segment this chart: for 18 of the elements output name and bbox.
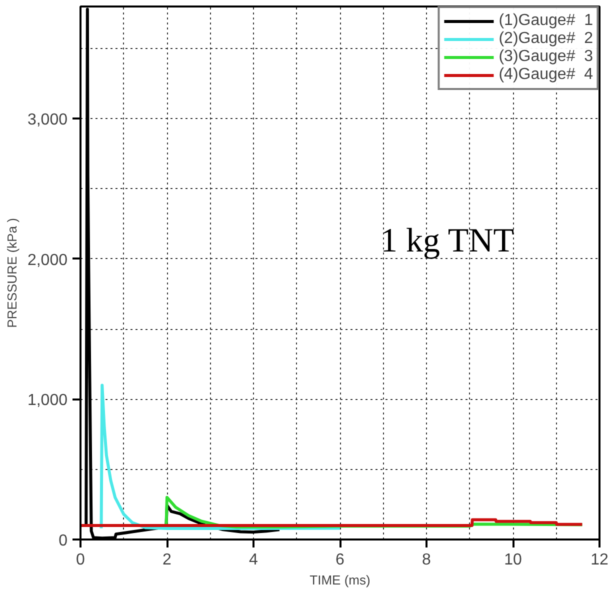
- x-tick-label: 0: [76, 552, 86, 568]
- annotation: 1 kg TNT: [380, 222, 514, 260]
- legend-label: (1)Gauge# 1: [498, 12, 593, 30]
- x-tick-label: 8: [422, 552, 432, 568]
- y-axis-title: PRESSURE (kPa ): [4, 218, 20, 328]
- x-tick-label: 4: [249, 552, 258, 568]
- legend-label: (2)Gauge# 2: [498, 30, 593, 48]
- legend-label: (4)Gauge# 4: [498, 66, 593, 84]
- legend-label: (3)Gauge# 3: [498, 48, 593, 66]
- y-tick-label: 0: [58, 532, 68, 550]
- y-tick-label: 1,000: [27, 392, 68, 410]
- x-tick-label: 12: [590, 552, 608, 568]
- x-tick-label: 2: [162, 552, 172, 568]
- y-tick-label: 2,000: [27, 252, 68, 269]
- x-tick-label: 6: [336, 552, 345, 568]
- x-axis-title: TIME (ms): [310, 572, 370, 588]
- x-tick-label: 10: [504, 552, 522, 568]
- y-tick-label: 3,000: [27, 112, 68, 129]
